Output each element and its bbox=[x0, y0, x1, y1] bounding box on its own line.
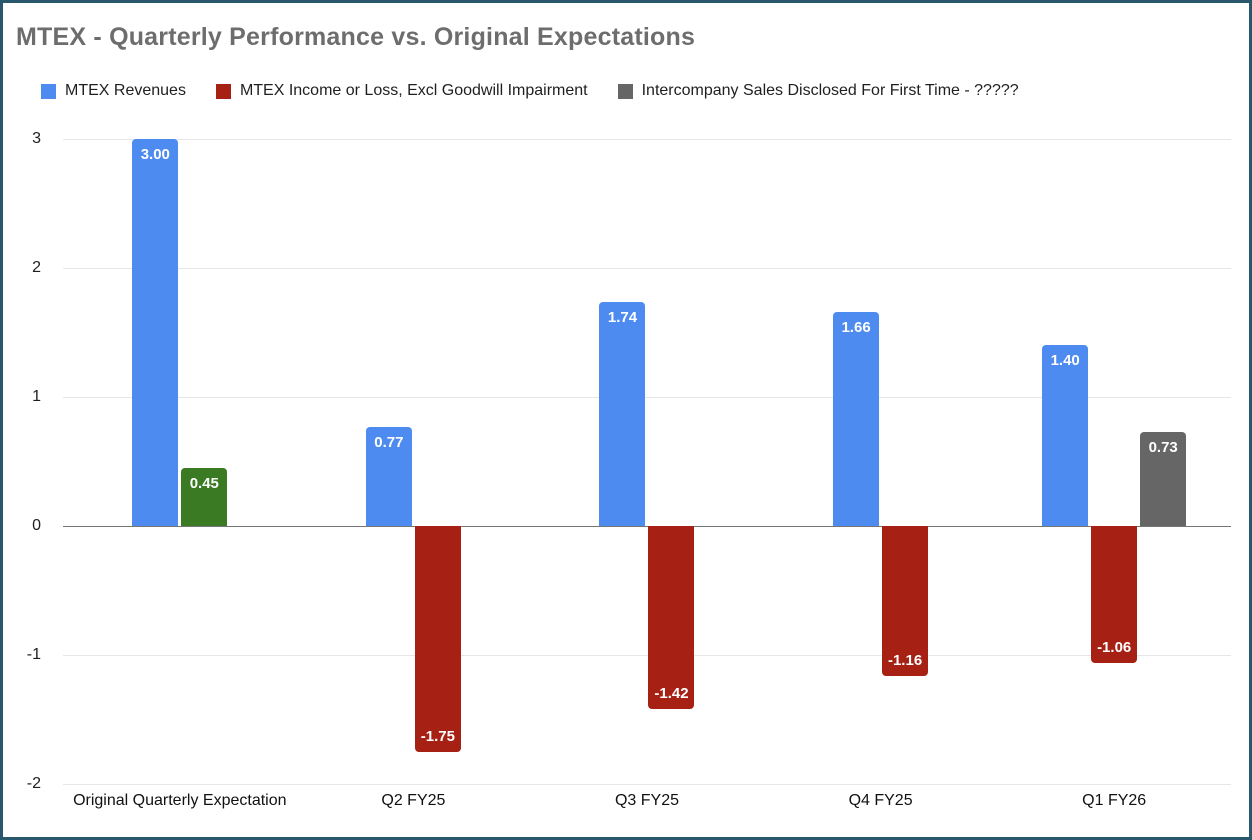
x-axis-label: Original Quarterly Expectation bbox=[73, 792, 287, 809]
bar-value-label: 1.40 bbox=[1050, 352, 1080, 370]
bar: 0.73 bbox=[1140, 431, 1187, 526]
bar-group: 3.00 0.45 bbox=[63, 139, 297, 784]
bar-value-label: 0.73 bbox=[1148, 438, 1178, 456]
legend-label: MTEX Revenues bbox=[65, 82, 186, 99]
bar-value-label: 1.66 bbox=[841, 318, 871, 336]
gridline bbox=[63, 139, 1231, 140]
y-tick-label: -2 bbox=[26, 775, 41, 792]
bar: 0.77 bbox=[365, 426, 412, 526]
bar-value-label: 1.74 bbox=[607, 308, 638, 326]
bar: -1.06 bbox=[1091, 526, 1138, 663]
x-axis-label: Q3 FY25 bbox=[614, 792, 679, 809]
legend-item: Intercompany Sales Disclosed For First T… bbox=[617, 82, 1019, 100]
legend-swatch-icon bbox=[215, 83, 231, 99]
bar-group: 0.77 -1.75 bbox=[297, 139, 531, 784]
bar: -1.42 bbox=[648, 526, 695, 710]
plot-area: 3.00 0.45 0.77 -1.75 1.74 -1.42 1.66 -1.16 1.40 -… bbox=[63, 139, 1231, 785]
bar-group: 1.40 -1.06 0.73 bbox=[997, 139, 1231, 784]
gridline bbox=[63, 397, 1231, 398]
gridline bbox=[63, 784, 1231, 785]
zero-axis-line bbox=[63, 526, 1231, 527]
bar-group: 1.74 -1.42 bbox=[530, 139, 764, 784]
bar: 0.45 bbox=[181, 467, 228, 526]
bar-value-label: -1.75 bbox=[420, 727, 455, 745]
bar-value-label: 0.77 bbox=[374, 433, 404, 451]
bar: 1.40 bbox=[1042, 345, 1089, 526]
bar-value-label: -1.16 bbox=[887, 651, 923, 669]
gridline bbox=[63, 655, 1231, 656]
bar-value-label: 3.00 bbox=[140, 146, 170, 163]
legend-swatch-icon bbox=[617, 83, 633, 99]
bar-group: 1.66 -1.16 bbox=[764, 139, 998, 784]
y-tick-label: 1 bbox=[32, 388, 41, 405]
legend-label: Intercompany Sales Disclosed For First T… bbox=[641, 82, 1019, 99]
gridline bbox=[63, 268, 1231, 269]
bar: 1.66 bbox=[833, 311, 880, 526]
bar-value-label: 0.45 bbox=[189, 474, 219, 492]
y-tick-label: 3 bbox=[32, 130, 41, 147]
y-axis: 3 2 1 0 -1 -2 bbox=[3, 130, 55, 792]
x-axis-label: Q1 FY26 bbox=[1082, 792, 1147, 809]
bar-value-label: -1.06 bbox=[1097, 638, 1132, 656]
legend-swatch-icon bbox=[41, 83, 56, 99]
x-axis: Original Quarterly Expectation Q2 FY25 Q3 … bbox=[63, 792, 1231, 818]
x-axis-label: Q2 FY25 bbox=[381, 792, 446, 809]
bar: -1.16 bbox=[882, 526, 929, 676]
legend-item: MTEX Income or Loss, Excl Goodwill Impai… bbox=[215, 82, 588, 100]
y-tick-label: 2 bbox=[32, 259, 41, 276]
bar: -1.75 bbox=[414, 526, 461, 752]
legend-item: MTEX Revenues bbox=[41, 82, 186, 100]
y-tick-label: 0 bbox=[32, 517, 41, 534]
y-tick-label: -1 bbox=[26, 646, 41, 663]
bar: 1.74 bbox=[599, 301, 646, 526]
bar-value-label: -1.42 bbox=[654, 685, 689, 703]
x-axis-label: Q4 FY25 bbox=[848, 792, 913, 809]
bar: 3.00 bbox=[132, 139, 179, 526]
legend: MTEX Revenues MTEX Income or Loss, Excl G… bbox=[41, 82, 1239, 100]
bar-groups: 3.00 0.45 0.77 -1.75 1.74 -1.42 1.66 -1.16 1.40 -… bbox=[63, 139, 1231, 784]
chart-title: MTEX - Quarterly Performance vs. Origina… bbox=[16, 23, 696, 51]
legend-label: MTEX Income or Loss, Excl Goodwill Impai… bbox=[239, 82, 588, 99]
